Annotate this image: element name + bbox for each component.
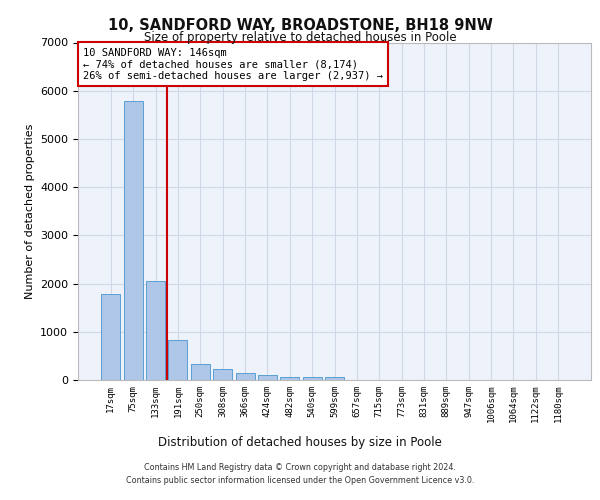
Text: 10, SANDFORD WAY, BROADSTONE, BH18 9NW: 10, SANDFORD WAY, BROADSTONE, BH18 9NW [107,18,493,32]
Bar [169,340,187,380]
Text: Contains HM Land Registry data © Crown copyright and database right 2024.: Contains HM Land Registry data © Crown c… [144,464,456,472]
Bar [302,378,322,380]
Bar [124,102,143,380]
Text: Size of property relative to detached houses in Poole: Size of property relative to detached ho… [143,31,457,44]
Text: Distribution of detached houses by size in Poole: Distribution of detached houses by size … [158,436,442,449]
Text: Contains public sector information licensed under the Open Government Licence v3: Contains public sector information licen… [126,476,474,485]
Text: 10 SANDFORD WAY: 146sqm
← 74% of detached houses are smaller (8,174)
26% of semi: 10 SANDFORD WAY: 146sqm ← 74% of detache… [83,48,383,81]
Bar [101,294,121,380]
Bar [236,373,254,380]
Bar [258,375,277,380]
Bar [325,378,344,380]
Bar [146,280,165,380]
Y-axis label: Number of detached properties: Number of detached properties [25,124,35,299]
Bar [213,370,232,380]
Bar [191,364,210,380]
Bar [280,376,299,380]
